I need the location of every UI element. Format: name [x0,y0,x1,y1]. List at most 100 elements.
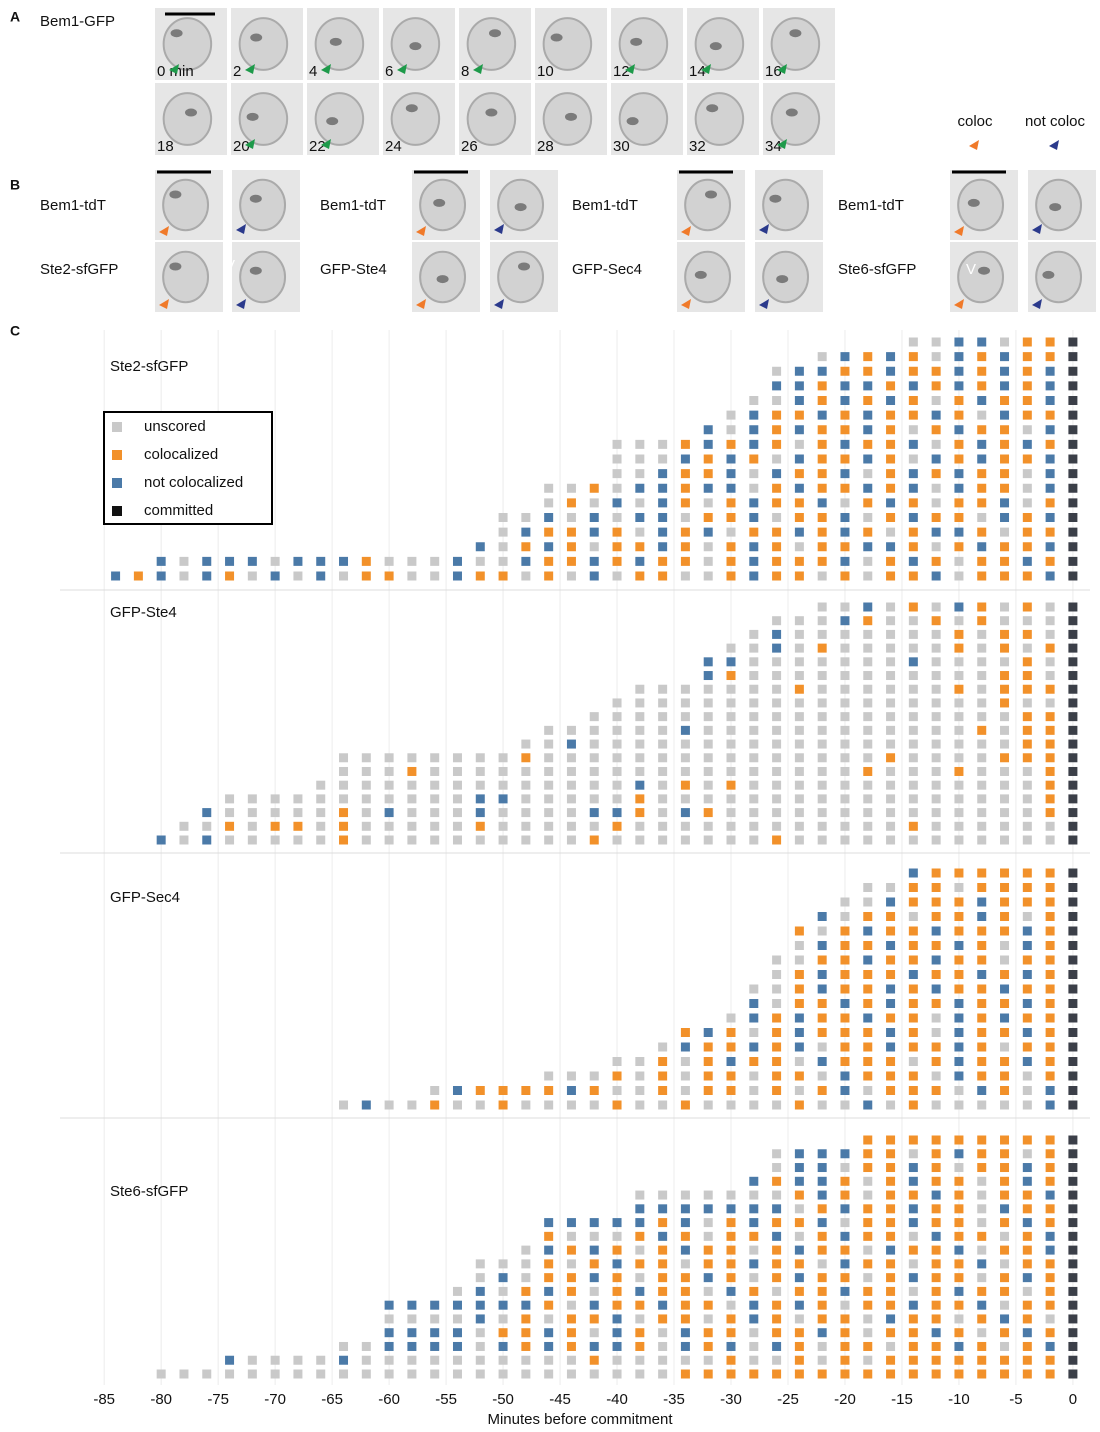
status-square [772,753,781,762]
status-square [1068,1287,1077,1296]
status-square [521,1259,530,1268]
status-square [977,883,986,892]
status-square [544,572,553,581]
status-square [932,883,941,892]
status-square [453,794,462,803]
status-square [339,1101,348,1110]
status-square [932,671,941,680]
status-square [613,781,622,790]
status-square [1046,630,1055,639]
status-square [863,698,872,707]
status-square [499,1086,508,1095]
status-square [590,1314,599,1323]
status-square [635,1072,644,1081]
status-square [772,572,781,581]
status-square [613,542,622,551]
status-square [179,557,188,566]
status-square [772,836,781,845]
status-square [772,440,781,449]
status-square [749,557,758,566]
status-square [1000,381,1009,390]
status-square [613,767,622,776]
status-square [681,1101,690,1110]
status-square [681,1259,690,1268]
status-square [248,557,257,566]
status-square [453,1101,462,1110]
status-square [590,1301,599,1310]
row-label: Bem1-GFP [40,13,115,30]
status-square [863,1149,872,1158]
status-square [818,808,827,817]
status-square [977,1043,986,1052]
status-square [271,822,280,831]
status-square [840,1370,849,1379]
status-square [863,469,872,478]
status-square [1068,698,1077,707]
status-square [886,1163,895,1172]
status-square [954,999,963,1008]
status-square [635,712,644,721]
status-square [954,956,963,965]
status-square [886,1101,895,1110]
status-square [681,1218,690,1227]
status-square [727,1314,736,1323]
status-square [795,513,804,522]
status-square [772,644,781,653]
time-label: 26 [461,138,478,155]
status-square [977,1356,986,1365]
status-square [818,671,827,680]
status-square [840,1273,849,1282]
status-square [795,657,804,666]
status-square [977,644,986,653]
status-square [954,685,963,694]
status-square [977,1301,986,1310]
status-square [727,1072,736,1081]
status-square [954,542,963,551]
panel-label: C [10,323,20,339]
status-square [567,1314,576,1323]
status-square [727,513,736,522]
status-square [590,498,599,507]
cell [685,252,730,302]
status-square [1000,557,1009,566]
status-square [613,1072,622,1081]
status-square [795,1314,804,1323]
status-square [590,1101,599,1110]
status-square [681,822,690,831]
status-square [886,985,895,994]
status-square [521,781,530,790]
status-square [476,1287,485,1296]
status-square [886,1057,895,1066]
status-square [1046,822,1055,831]
status-square [954,513,963,522]
status-square [499,1328,508,1337]
status-square [954,941,963,950]
status-square [476,1328,485,1337]
status-square [772,794,781,803]
status-square [749,411,758,420]
x-tick-label: -10 [948,1391,970,1408]
status-square [681,1028,690,1037]
status-square [886,528,895,537]
status-square [749,999,758,1008]
status-square [635,1246,644,1255]
status-square [977,671,986,680]
status-square [567,1328,576,1337]
status-square [932,1273,941,1282]
status-square [886,1204,895,1213]
status-square [1023,469,1032,478]
status-square [909,411,918,420]
x-tick-label: -25 [777,1391,799,1408]
status-square [1000,898,1009,907]
status-square [886,1259,895,1268]
status-square [681,1356,690,1365]
status-square [316,822,325,831]
status-square [977,352,986,361]
status-square [1068,455,1077,464]
status-square [909,1086,918,1095]
status-square [909,1273,918,1282]
status-square [1000,869,1009,878]
status-square [772,1232,781,1241]
status-square [339,822,348,831]
status-square [749,1057,758,1066]
